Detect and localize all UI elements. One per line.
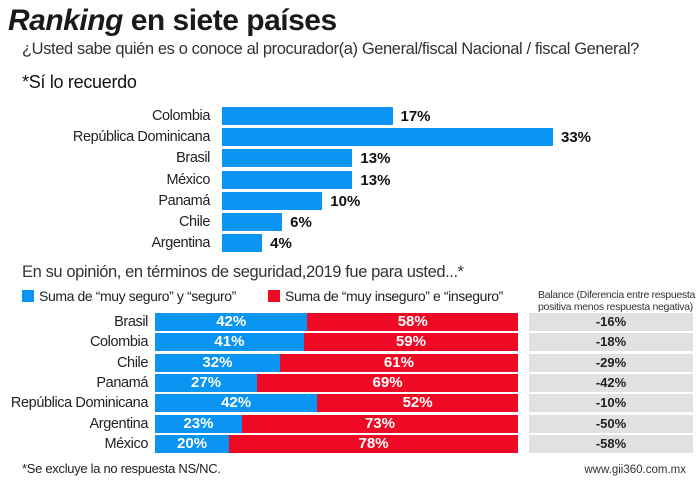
- chart2-category-label: Chile: [116, 354, 148, 371]
- chart1-bar: [222, 170, 353, 189]
- chart2-category-label: Colombia: [89, 334, 148, 351]
- chart1-category-label: República Dominicana: [72, 129, 210, 146]
- chart2-category-label: Brasil: [114, 314, 148, 330]
- chart2-bar-unsafe: 69%: [257, 373, 518, 392]
- footnote: *Se excluye la no respuesta NS/NC.: [22, 461, 221, 476]
- chart1-value-label: 13%: [360, 171, 391, 189]
- chart1-bar: [222, 128, 553, 147]
- chart2-balance-cell: -42%: [529, 373, 693, 392]
- chart2-bar-safe: 41%: [155, 333, 304, 352]
- legend-swatch-red: [268, 290, 280, 302]
- chart1-bar: [222, 149, 353, 168]
- chart1-bar: [222, 213, 283, 231]
- source-url: www.gii360.com.mx: [584, 464, 686, 476]
- legend-swatch-blue: [22, 290, 34, 302]
- chart2-balance-cell: -18%: [529, 333, 693, 352]
- chart1-category-label: México: [166, 171, 210, 188]
- chart2-bar-unsafe: 61%: [279, 353, 518, 372]
- title-rest: en siete países: [122, 4, 337, 37]
- chart2-bar-safe: 20%: [155, 434, 230, 453]
- chart2-bar-unsafe: 52%: [317, 394, 518, 413]
- chart2-title: En su opinión, en términos de seguridad,…: [22, 263, 464, 281]
- balance-header: Balance (Diferencia entre respuesta posi…: [538, 289, 695, 313]
- chart1-value-label: 33%: [561, 129, 592, 147]
- chart1-bar: [222, 234, 263, 253]
- chart1-category-label: Panamá: [158, 192, 210, 209]
- chart2-bar-safe: 42%: [155, 394, 318, 413]
- chart2-category-label: México: [104, 435, 148, 452]
- chart2-category-label: Panamá: [96, 374, 148, 391]
- chart1-bar: [222, 107, 393, 125]
- legend-item-safe: Suma de “muy seguro” y “seguro”: [22, 288, 236, 304]
- chart1-category-label: Colombia: [151, 108, 210, 124]
- chart2-bar-safe: 23%: [155, 414, 242, 433]
- legend-label-safe: Suma de “muy seguro” y “seguro”: [39, 288, 236, 304]
- chart1-category-label: Argentina: [151, 235, 211, 252]
- chart1-value-label: 13%: [360, 150, 391, 168]
- chart2-balance-cell: -16%: [529, 313, 693, 331]
- chart2-bar-unsafe: 59%: [303, 333, 518, 352]
- chart2-category-label: República Dominicana: [10, 395, 148, 412]
- chart1-value-label: 10%: [330, 192, 361, 210]
- chart2-bar-unsafe: 58%: [307, 313, 518, 331]
- chart2-balance-cell: -29%: [529, 353, 693, 372]
- legend-item-unsafe: Suma de “muy inseguro” e “inseguro”: [268, 288, 503, 304]
- chart2-balance-cell: -10%: [529, 394, 693, 413]
- chart2-bar-safe: 32%: [155, 353, 280, 372]
- chart1-bar: [222, 191, 323, 210]
- balance-header-line2: positiva menos respuesta negativa): [538, 301, 693, 313]
- chart1-value-label: 6%: [290, 214, 312, 231]
- chart2-category-label: Argentina: [89, 415, 149, 432]
- title-italic: Ranking: [8, 4, 123, 37]
- chart1-value-label: 17%: [400, 108, 431, 125]
- chart1-title: *Sí lo recuerdo: [22, 72, 137, 92]
- page-title: Ranking en siete países: [8, 4, 337, 38]
- chart2-bar-unsafe: 73%: [241, 414, 518, 433]
- chart1-category-label: Brasil: [176, 150, 210, 167]
- chart2-balance-cell: -58%: [529, 434, 693, 453]
- legend-label-unsafe: Suma de “muy inseguro” e “inseguro”: [285, 288, 503, 304]
- question-subtitle: ¿Usted sabe quién es o conoce al procura…: [22, 40, 639, 58]
- chart1-category-label: Chile: [178, 214, 210, 230]
- balance-header-line1: Balance (Diferencia entre respuesta: [538, 289, 696, 301]
- chart2-bar-unsafe: 78%: [229, 434, 518, 453]
- chart2-bar-safe: 42%: [155, 313, 308, 331]
- chart2-bar-safe: 27%: [155, 373, 258, 392]
- chart2-balance-cell: -50%: [529, 414, 693, 433]
- chart1-value-label: 4%: [270, 235, 292, 253]
